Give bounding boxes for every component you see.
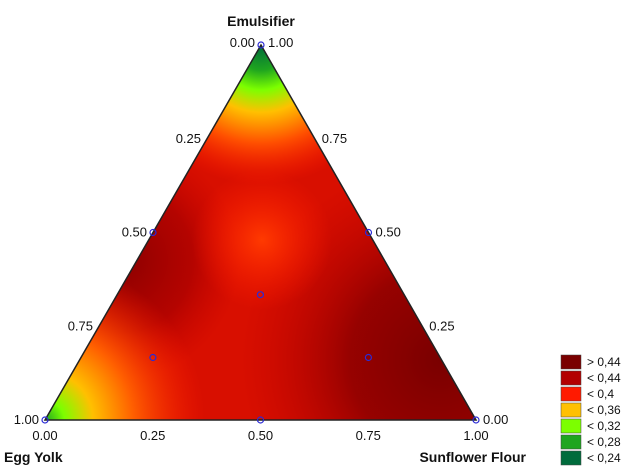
legend-swatch [560,434,582,450]
tick-left-edge: 0.50 [122,225,147,240]
tick-right-edge: 0.50 [376,225,401,240]
tick-left-edge: 0.75 [68,318,93,333]
design-points [41,41,480,424]
design-point [149,228,157,237]
tick-left-edge: 0.25 [176,131,201,146]
vertex-labels: Emulsifier Egg Yolk Sunflower Flour [4,13,527,465]
vertex-label-left: Egg Yolk [4,449,63,465]
tick-bottom-edge: 0.25 [140,428,165,443]
legend-swatch [560,354,582,370]
vertex-label-right: Sunflower Flour [419,449,526,465]
legend-label: < 0,4 [587,387,614,401]
design-point [257,41,265,49]
design-point [256,416,265,424]
legend-label: < 0,24 [587,451,621,465]
tick-right-edge: 0.00 [483,412,508,427]
tick-right-edge: 0.25 [429,318,454,333]
legend-swatch [560,402,582,418]
tick-bottom-edge: 0.75 [356,428,381,443]
triangle-frame [43,43,478,421]
tick-bottom-edge: 0.50 [248,428,273,443]
design-point [364,228,373,237]
tick-bottom-edge: 0.00 [32,428,57,443]
legend: > 0,44 < 0,44 < 0,4 < 0,36 < 0,32 < 0,28 < 0,2… [560,354,621,466]
tick-top-left: 0.00 [230,35,255,50]
design-point [149,353,157,362]
legend-label: > 0,44 [587,355,621,369]
design-point [472,416,480,424]
tick-bottom-edge: 1.00 [463,428,488,443]
tick-top-right: 1.00 [268,35,293,50]
design-point [256,291,264,299]
design-point [364,353,372,362]
design-point [41,416,49,424]
tick-left-edge: 1.00 [14,412,39,427]
legend-swatch [560,418,582,434]
vertex-label-top: Emulsifier [227,13,295,29]
tick-right-edge: 0.75 [322,131,347,146]
legend-swatch [560,386,582,402]
legend-swatch [560,450,582,466]
legend-label: < 0,36 [587,403,621,417]
legend-label: < 0,44 [587,371,621,385]
legend-label: < 0,28 [587,435,621,449]
legend-swatch [560,370,582,386]
tick-labels: 0.00 1.000.250.500.751.000.750.500.250.00… [14,35,509,443]
legend-label: < 0,32 [587,419,621,433]
